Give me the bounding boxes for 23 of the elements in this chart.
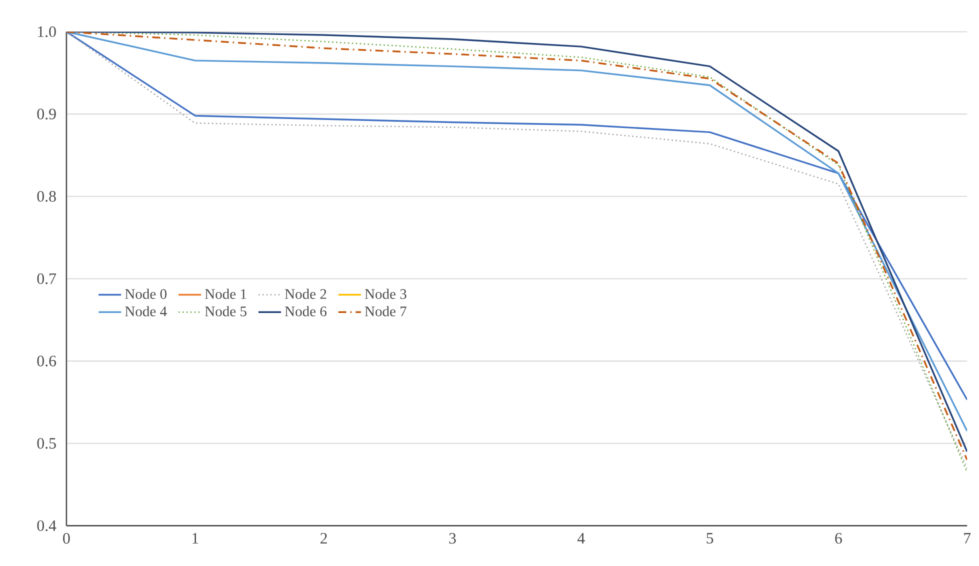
y-tick-label: 0.8	[37, 190, 56, 202]
x-tick-label: 0	[63, 532, 70, 544]
x-tick-label: 7	[964, 532, 971, 544]
x-tick-label: 1	[192, 532, 198, 544]
x-tick-label: 4	[577, 532, 585, 544]
y-tick-label: 0.6	[37, 355, 56, 366]
legend-label: Node 4	[125, 306, 167, 316]
legend-label: Node 2	[284, 288, 326, 299]
y-tick-label: 0.7	[37, 273, 56, 284]
y-tick-label: 0.4	[37, 520, 56, 531]
x-tick-label: 5	[706, 532, 714, 544]
legend-label: Node 1	[205, 288, 246, 299]
legend-label: Node 6	[284, 306, 327, 316]
y-tick-label: 0.5	[37, 438, 56, 449]
x-tick-label: 3	[449, 532, 456, 544]
x-tick-label: 6	[835, 532, 842, 544]
legend-label: Node 7	[364, 306, 406, 316]
y-tick-label: 0.9	[37, 108, 56, 120]
x-tick-label: 2	[320, 532, 327, 544]
y-tick-label: 1.0	[38, 26, 56, 37]
legend-label: Node 5	[205, 306, 246, 316]
legend-label: Node 0	[125, 288, 167, 299]
legend-label: Node 3	[364, 288, 406, 299]
